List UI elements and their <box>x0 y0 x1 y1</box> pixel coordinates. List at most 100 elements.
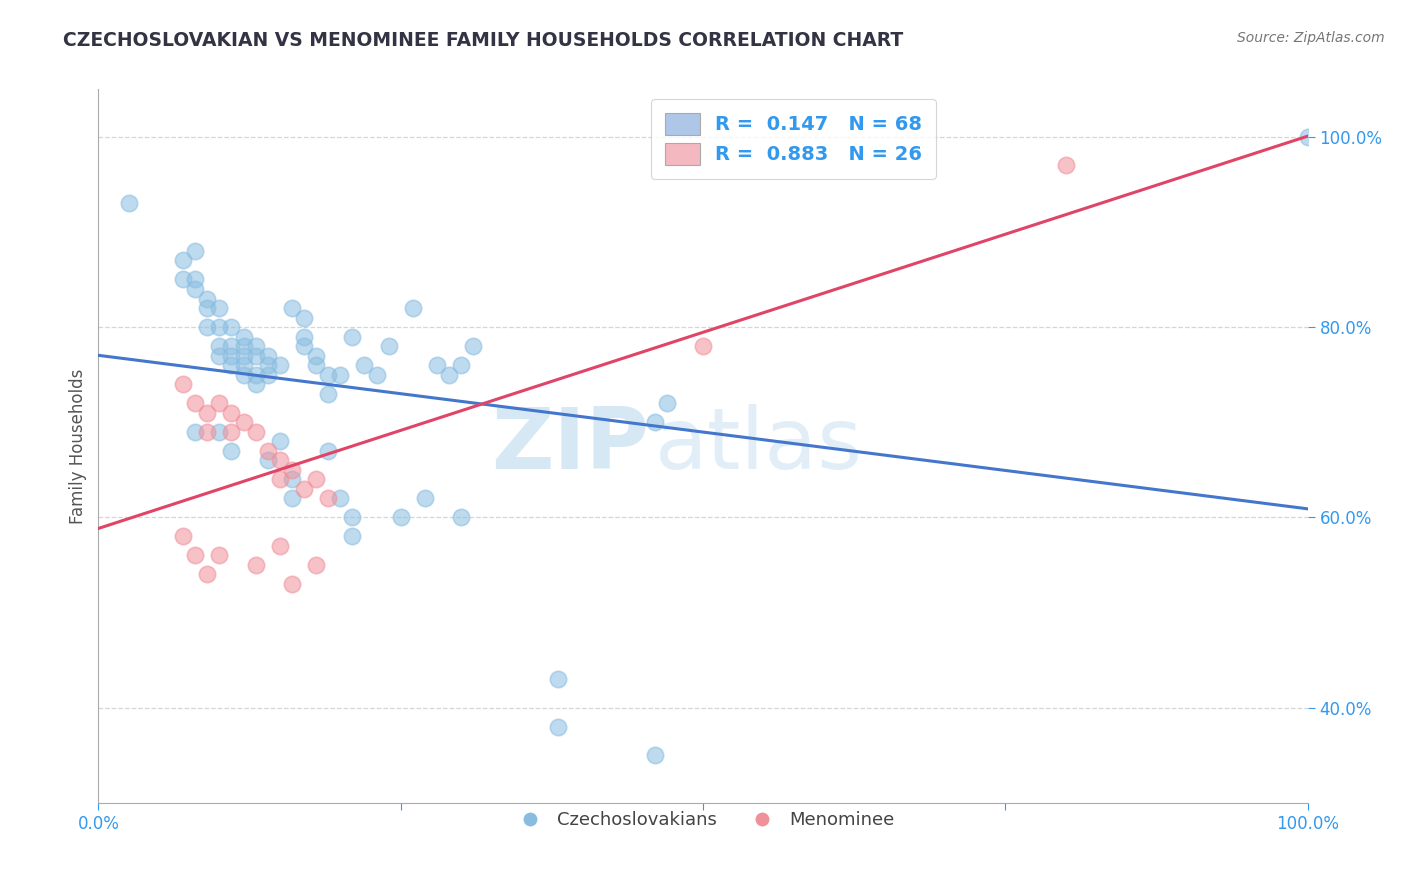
Point <box>281 577 304 591</box>
Point <box>118 196 141 211</box>
Point <box>221 358 243 372</box>
Point <box>256 443 278 458</box>
Point <box>221 339 243 353</box>
Point <box>342 510 364 524</box>
Point <box>692 339 714 353</box>
Point <box>281 301 304 315</box>
Point <box>232 329 254 343</box>
Point <box>245 425 267 439</box>
Point <box>184 425 207 439</box>
Point <box>232 368 254 382</box>
Point <box>316 443 339 458</box>
Point <box>195 320 218 334</box>
Point <box>195 301 218 315</box>
Point <box>232 339 254 353</box>
Point <box>221 349 243 363</box>
Point <box>195 292 218 306</box>
Point <box>547 672 569 686</box>
Point <box>256 358 278 372</box>
Point <box>316 491 339 506</box>
Text: ZIP: ZIP <box>491 404 648 488</box>
Point <box>644 415 666 429</box>
Point <box>450 510 472 524</box>
Point <box>547 720 569 734</box>
Point <box>292 310 315 325</box>
Point <box>305 349 328 363</box>
Point <box>644 748 666 763</box>
Point <box>245 368 267 382</box>
Point <box>269 434 291 449</box>
Point <box>281 491 304 506</box>
Point <box>402 301 425 315</box>
Point <box>450 358 472 372</box>
Point <box>208 425 231 439</box>
Point <box>305 358 328 372</box>
Point <box>245 349 267 363</box>
Point <box>184 549 207 563</box>
Point <box>292 482 315 496</box>
Point <box>195 425 218 439</box>
Point <box>256 453 278 467</box>
Point <box>342 329 364 343</box>
Point <box>413 491 436 506</box>
Point <box>292 329 315 343</box>
Point <box>329 368 352 382</box>
Text: Source: ZipAtlas.com: Source: ZipAtlas.com <box>1237 31 1385 45</box>
Point <box>232 358 254 372</box>
Point <box>329 491 352 506</box>
Point <box>281 463 304 477</box>
Point <box>316 368 339 382</box>
Point <box>208 320 231 334</box>
Text: atlas: atlas <box>655 404 863 488</box>
Point <box>377 339 399 353</box>
Point <box>437 368 460 382</box>
Point <box>195 406 218 420</box>
Point <box>232 415 254 429</box>
Point <box>172 377 194 392</box>
Point <box>305 558 328 572</box>
Point <box>184 272 207 286</box>
Point <box>463 339 485 353</box>
Point <box>1296 129 1319 144</box>
Point <box>184 244 207 258</box>
Point <box>269 539 291 553</box>
Point <box>245 558 267 572</box>
Point <box>245 377 267 392</box>
Point <box>269 358 291 372</box>
Point <box>269 453 291 467</box>
Point <box>256 349 278 363</box>
Point <box>208 549 231 563</box>
Point <box>184 282 207 296</box>
Point <box>184 396 207 410</box>
Point <box>305 472 328 486</box>
Point <box>221 406 243 420</box>
Point <box>221 425 243 439</box>
Point <box>195 567 218 582</box>
Point <box>269 472 291 486</box>
Point <box>342 529 364 543</box>
Point <box>172 272 194 286</box>
Y-axis label: Family Households: Family Households <box>69 368 87 524</box>
Point <box>221 443 243 458</box>
Point <box>256 368 278 382</box>
Point <box>208 349 231 363</box>
Text: CZECHOSLOVAKIAN VS MENOMINEE FAMILY HOUSEHOLDS CORRELATION CHART: CZECHOSLOVAKIAN VS MENOMINEE FAMILY HOUS… <box>63 31 904 50</box>
Point <box>208 301 231 315</box>
Point <box>172 529 194 543</box>
Point <box>221 320 243 334</box>
Point <box>389 510 412 524</box>
Point <box>208 339 231 353</box>
Point <box>208 396 231 410</box>
Point <box>232 349 254 363</box>
Point <box>353 358 375 372</box>
Point <box>292 339 315 353</box>
Point <box>426 358 449 372</box>
Point <box>172 253 194 268</box>
Point <box>245 339 267 353</box>
Legend: Czechoslovakians, Menominee: Czechoslovakians, Menominee <box>505 805 901 837</box>
Point <box>366 368 388 382</box>
Point <box>281 472 304 486</box>
Point <box>316 386 339 401</box>
Point <box>1054 158 1077 172</box>
Point <box>655 396 678 410</box>
